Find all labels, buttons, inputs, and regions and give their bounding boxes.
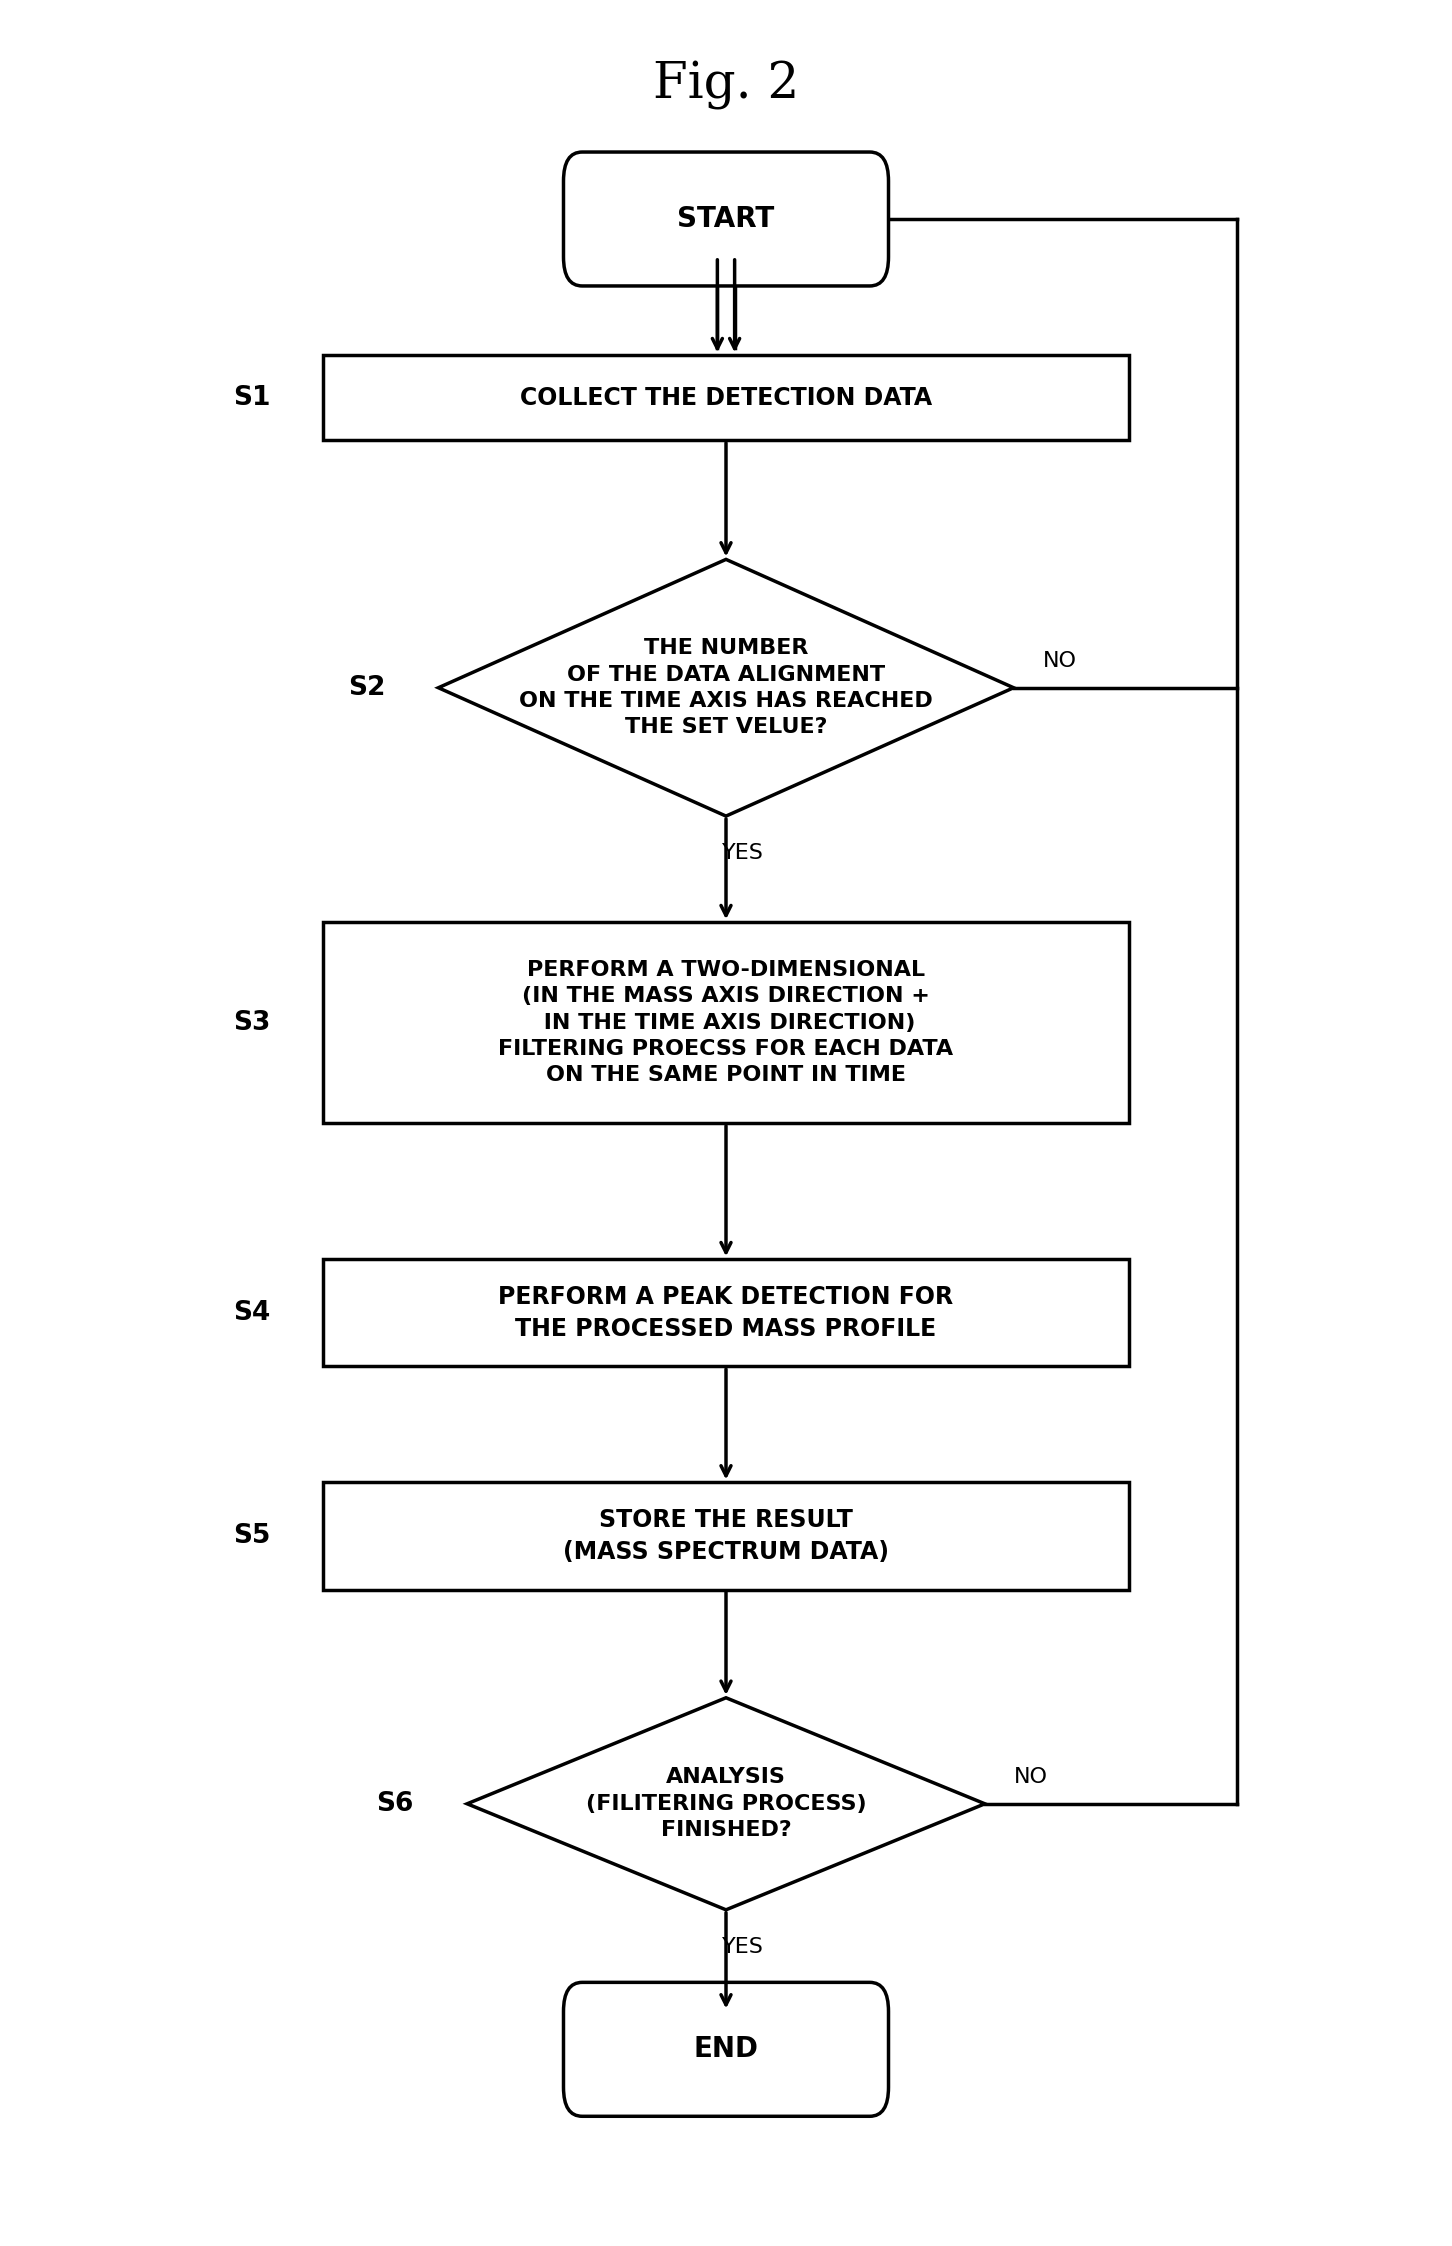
Text: Fig. 2: Fig. 2 — [653, 61, 799, 110]
Text: PERFORM A TWO-DIMENSIONAL
(IN THE MASS AXIS DIRECTION +
 IN THE TIME AXIS DIRECT: PERFORM A TWO-DIMENSIONAL (IN THE MASS A… — [498, 959, 954, 1085]
Text: END: END — [694, 2035, 758, 2064]
Text: S6: S6 — [376, 1790, 414, 1817]
Text: NO: NO — [1013, 1768, 1048, 1788]
Text: THE NUMBER
OF THE DATA ALIGNMENT
ON THE TIME AXIS HAS REACHED
THE SET VELUE?: THE NUMBER OF THE DATA ALIGNMENT ON THE … — [520, 638, 932, 737]
Text: START: START — [678, 204, 774, 234]
Bar — [324, 1260, 1128, 1366]
Text: PERFORM A PEAK DETECTION FOR
THE PROCESSED MASS PROFILE: PERFORM A PEAK DETECTION FOR THE PROCESS… — [498, 1285, 954, 1341]
Text: S3: S3 — [232, 1008, 270, 1035]
Text: YES: YES — [722, 842, 764, 862]
Polygon shape — [468, 1698, 984, 1909]
Bar — [324, 1482, 1128, 1590]
Text: S1: S1 — [232, 384, 270, 411]
Text: S2: S2 — [348, 674, 385, 701]
Bar — [324, 923, 1128, 1123]
Text: COLLECT THE DETECTION DATA: COLLECT THE DETECTION DATA — [520, 386, 932, 409]
Text: ANALYSIS
(FILITERING PROCESS)
FINISHED?: ANALYSIS (FILITERING PROCESS) FINISHED? — [585, 1768, 867, 1839]
Polygon shape — [439, 559, 1013, 815]
Text: S5: S5 — [232, 1523, 270, 1550]
Text: NO: NO — [1043, 651, 1076, 672]
FancyBboxPatch shape — [563, 1983, 889, 2116]
Text: S4: S4 — [232, 1300, 270, 1325]
Text: YES: YES — [722, 1936, 764, 1956]
Text: STORE THE RESULT
(MASS SPECTRUM DATA): STORE THE RESULT (MASS SPECTRUM DATA) — [563, 1507, 889, 1563]
Bar — [324, 355, 1128, 440]
FancyBboxPatch shape — [563, 153, 889, 285]
